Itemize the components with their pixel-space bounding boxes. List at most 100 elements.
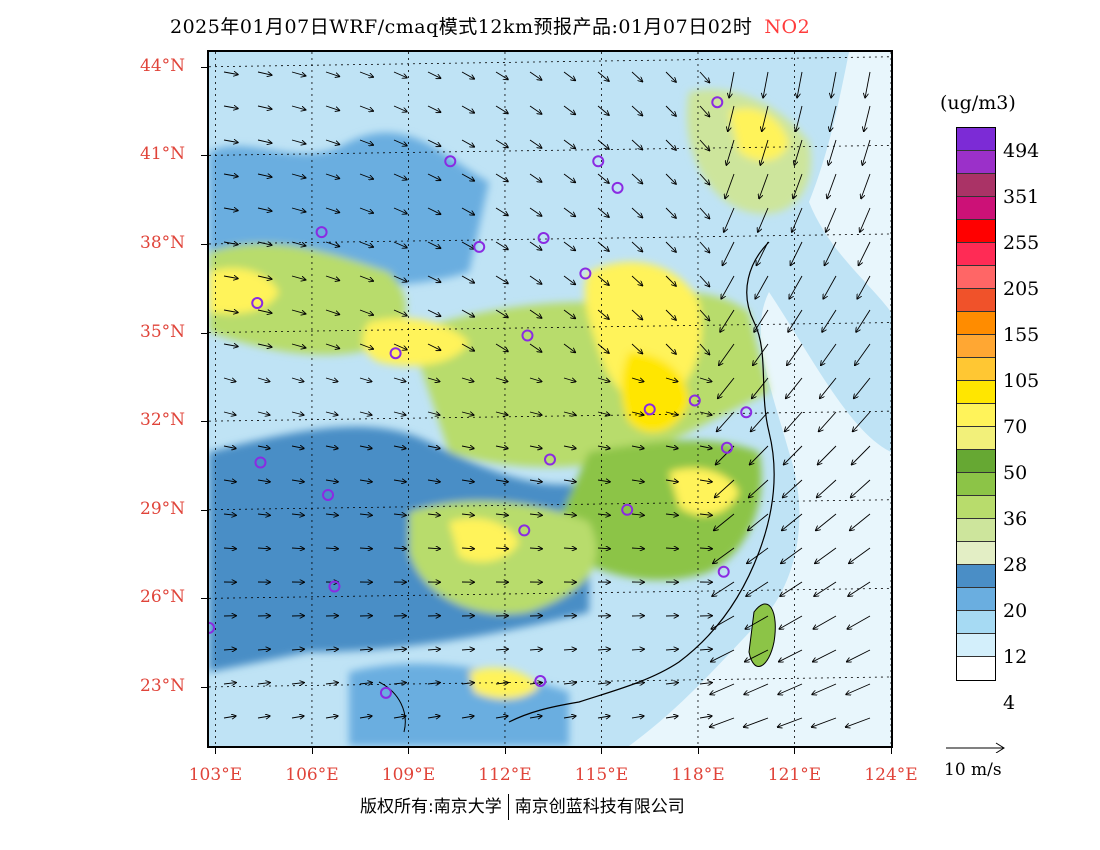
wind-arrow [461,446,474,448]
wind-arrow [699,716,712,718]
wind-arrow [495,548,508,549]
wind-arrow [813,615,837,629]
legend-swatch [957,381,995,404]
wind-arrow [495,241,508,249]
wind-arrow [631,446,644,448]
wind-arrow [223,106,238,109]
wind-arrow [427,139,441,146]
wind-arrow [461,343,474,351]
wind-arrow [257,649,270,650]
concentration-field [209,89,811,746]
lon-tick-mark [504,746,506,754]
wind-arrow [780,581,803,596]
wind-arrow [665,683,678,684]
wind-arrow [461,207,474,215]
wind-arrow [846,717,871,727]
legend-label: 105 [1003,370,1040,392]
wind-arrow [745,649,769,662]
wind-arrow [631,548,644,549]
lat-tick-mark [201,598,209,600]
wind-arrow [427,105,441,112]
wind-arrow [529,716,542,718]
wind-arrow [631,71,642,82]
wind-arrow [461,71,474,79]
wind-arrow [788,309,803,332]
wind-arrow [789,275,803,299]
wind-arrow [359,105,373,111]
wind-arrow [291,241,306,246]
legend-swatch [957,404,995,427]
wind-arrow [393,480,406,482]
legend-swatch [957,197,995,220]
wind-arrow [631,412,644,415]
lat-tick-label: 35°N [140,321,186,342]
wind-arrow [665,275,676,286]
wind-arrow [461,105,474,113]
wind-arrow [393,275,407,282]
wind-arrow [665,105,676,116]
wind-vectors [223,71,871,727]
legend-swatch [957,358,995,381]
wind-arrow [359,446,372,448]
lon-tick-mark [408,746,410,754]
wind-arrow [699,309,709,320]
wind-arrow [223,72,238,75]
wind-arrow [714,513,735,530]
wind-arrow [760,139,769,165]
wind-arrow [563,548,576,549]
legend-swatch [957,542,995,565]
wind-arrow [495,173,508,181]
wind-arrow [223,208,238,211]
legend-unit: (ug/m3) [940,92,1016,114]
wind-arrow [529,514,542,515]
wind-arrow [749,479,769,497]
wind-arrow [631,480,644,482]
wind-arrow [699,480,712,482]
border-south [378,681,406,733]
legend-swatch [957,151,995,174]
wind-arrow [223,174,238,177]
wind-arrow [529,412,542,415]
lon-tick-mark [215,746,217,754]
wind-arrow [822,309,837,332]
wind-arrow [699,446,712,448]
wind-arrow [529,377,542,382]
legend-swatch [957,128,995,151]
wind-vector-key: 10 m/s [944,738,1024,780]
station-marker [537,232,550,245]
station-marker [592,155,605,168]
wind-arrow [223,514,236,515]
lon-tick-mark [311,746,313,754]
wind-arrow [359,241,373,247]
wind-arrow [393,446,406,448]
legend-label: 20 [1003,600,1028,622]
wind-arrow [495,139,508,147]
wind-arrow [779,649,803,662]
wind-arrow [257,548,270,549]
wind-arrow [223,377,236,382]
station-marker [544,453,556,466]
wind-arrow [751,411,769,431]
wind-arrow [563,309,575,318]
wind-arrow [563,71,575,80]
lat-tick-label: 38°N [140,232,186,253]
wind-arrow [778,717,803,727]
wind-arrow [710,683,735,694]
station-marker [322,488,335,501]
wind-arrow [257,344,272,347]
wind-arrow [461,548,474,549]
wind-arrow [699,139,709,150]
legend-swatch [957,427,995,450]
lat-tick-mark [201,66,209,68]
wind-arrow [563,412,576,415]
wind-arrow [461,173,474,181]
lon-tick-label: 124°E [864,765,918,785]
wind-arrow [495,275,508,283]
legend-label: 205 [1003,278,1040,300]
wind-arrow [495,343,508,351]
wind-arrow [563,139,575,148]
vector-key-label: 10 m/s [944,760,1002,780]
wind-arrow [257,72,272,75]
wind-arrow [597,649,610,650]
title-main: 2025年01月07日WRF/cmaq模式12km预报产品:01月07日02时 [170,16,753,38]
